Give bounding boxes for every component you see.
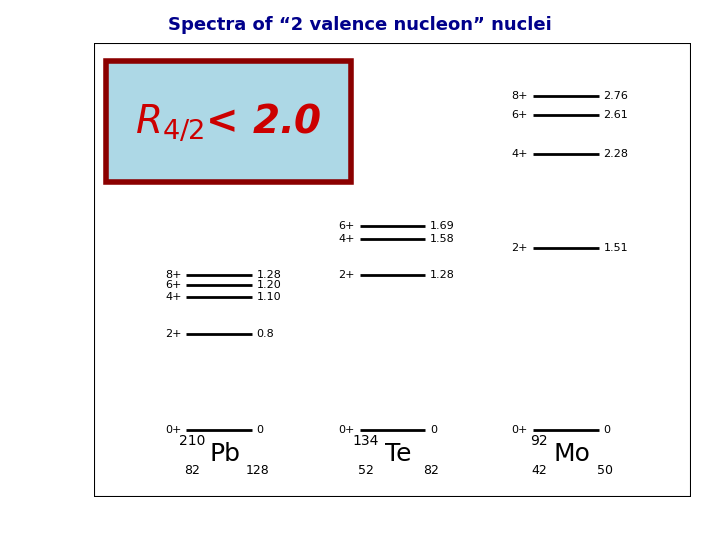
Text: 82: 82 (423, 464, 439, 477)
Text: Mo: Mo (553, 442, 590, 467)
Text: 1.69: 1.69 (430, 221, 455, 231)
Text: 6+: 6+ (338, 221, 355, 231)
Text: 210: 210 (179, 434, 205, 448)
Text: 1.10: 1.10 (257, 292, 282, 302)
Text: 2+: 2+ (165, 328, 181, 339)
Text: 2.61: 2.61 (603, 110, 628, 119)
Text: 2+: 2+ (511, 242, 528, 253)
Text: Pb: Pb (210, 442, 240, 467)
Text: $\mathit{R}_{4/2}$< 2.0: $\mathit{R}_{4/2}$< 2.0 (135, 101, 321, 143)
Text: Spectra of “2 valence nucleon” nuclei: Spectra of “2 valence nucleon” nuclei (168, 16, 552, 34)
Text: 4+: 4+ (338, 234, 355, 244)
Text: 4+: 4+ (165, 292, 181, 302)
Text: 8+: 8+ (511, 91, 528, 102)
Text: 128: 128 (246, 464, 270, 477)
Text: 134: 134 (352, 434, 379, 448)
Text: 0+: 0+ (165, 426, 181, 435)
Text: 6+: 6+ (165, 280, 181, 290)
Text: 2.76: 2.76 (603, 91, 629, 102)
Text: Te: Te (385, 442, 412, 467)
Text: 1.28: 1.28 (257, 271, 282, 280)
Text: 1.58: 1.58 (430, 234, 455, 244)
Text: 1.20: 1.20 (257, 280, 282, 290)
Bar (94, 43, 691, 497)
Text: 2.28: 2.28 (603, 150, 629, 159)
Text: 82: 82 (184, 464, 200, 477)
Text: 0.8: 0.8 (257, 328, 274, 339)
Text: 0+: 0+ (338, 426, 355, 435)
Text: 0: 0 (257, 426, 264, 435)
Text: 1.28: 1.28 (430, 271, 455, 280)
Text: 0: 0 (603, 426, 611, 435)
Text: 2+: 2+ (338, 271, 355, 280)
Text: 0+: 0+ (512, 426, 528, 435)
Text: 6+: 6+ (512, 110, 528, 119)
Text: 50: 50 (597, 464, 613, 477)
Text: 4+: 4+ (511, 150, 528, 159)
Text: 1.51: 1.51 (603, 242, 628, 253)
Bar (106, 62, 351, 183)
Text: 8+: 8+ (165, 271, 181, 280)
Text: 92: 92 (530, 434, 548, 448)
Text: 42: 42 (531, 464, 546, 477)
Text: 0: 0 (430, 426, 437, 435)
Text: 52: 52 (358, 464, 374, 477)
